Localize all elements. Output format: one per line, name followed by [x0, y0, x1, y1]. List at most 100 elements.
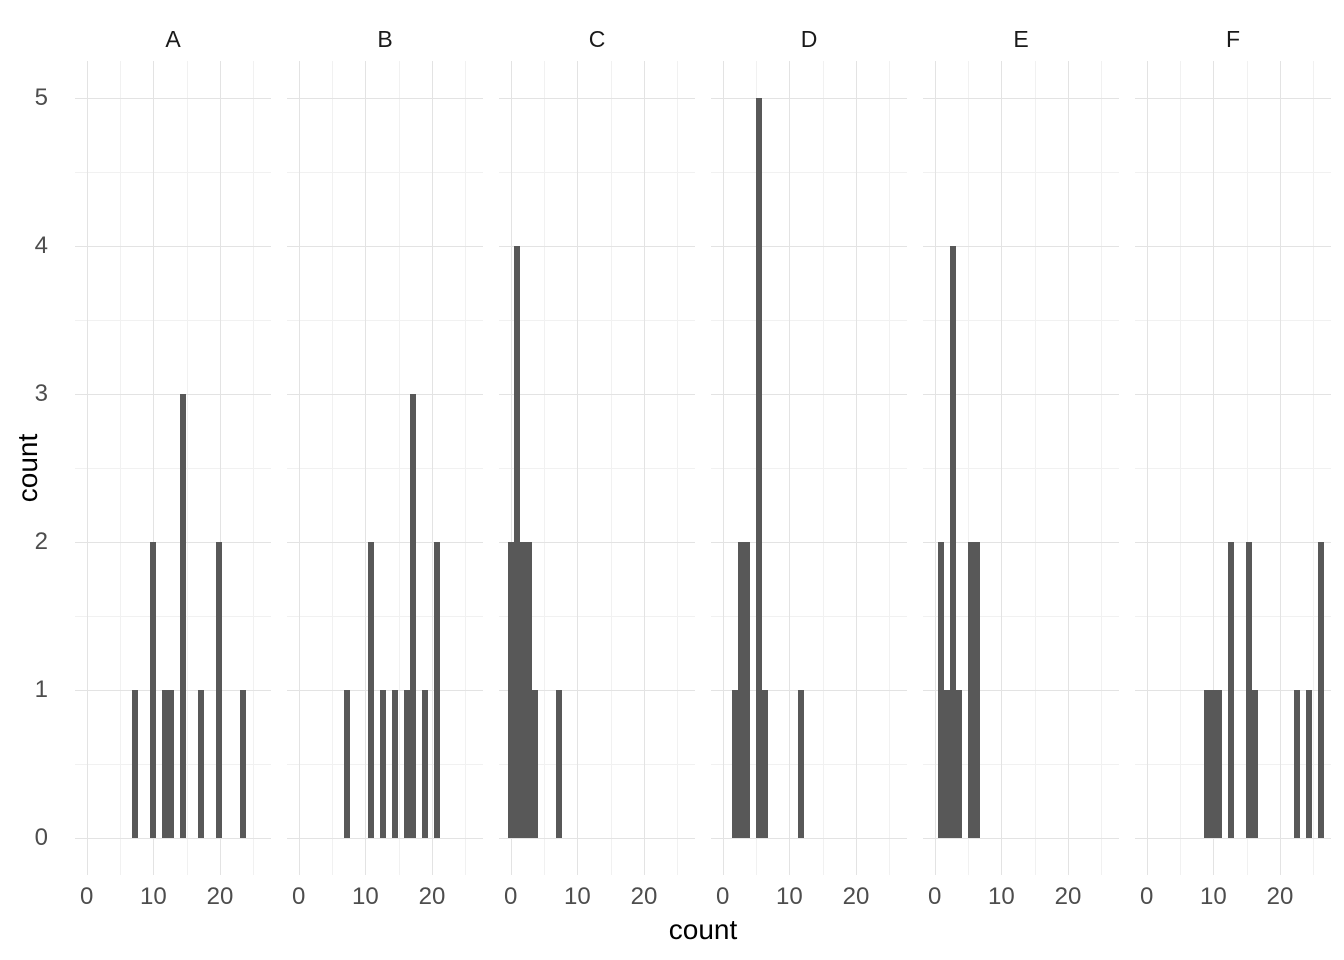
gridline-y-minor: [287, 616, 483, 617]
gridline-y-minor: [499, 320, 695, 321]
histogram-bar: [737, 542, 744, 838]
gridline-y-major: [75, 838, 271, 839]
x-tick-label: 20: [1266, 883, 1294, 910]
gridline-y-major: [711, 690, 907, 691]
gridline-y-major: [711, 394, 907, 395]
gridline-y-minor: [711, 764, 907, 765]
gridline-x-minor: [465, 61, 467, 875]
gridline-y-major: [499, 246, 695, 247]
x-tick-label: 20: [206, 883, 234, 910]
facet-panel: [1135, 61, 1331, 875]
x-tick-label: 0: [79, 883, 94, 910]
histogram-bar: [403, 690, 410, 838]
x-tick-label: 20: [630, 883, 658, 910]
histogram-bar: [743, 542, 750, 838]
gridline-y-major: [923, 542, 1119, 543]
facet-C: C 0 10 20: [499, 18, 695, 921]
x-tick-label: 10: [775, 883, 803, 910]
gridline-x-minor: [253, 61, 255, 875]
histogram-bar: [379, 690, 386, 838]
histogram-bar: [161, 690, 168, 838]
facet-B: B 0 10 20: [287, 18, 483, 921]
gridline-y-major: [499, 838, 695, 839]
gridline-y-minor: [711, 320, 907, 321]
histogram-bar: [131, 690, 138, 838]
gridline-x-minor: [610, 61, 612, 875]
histogram-bar: [1251, 690, 1258, 838]
histogram-bar: [507, 542, 514, 838]
gridline-y-major: [287, 246, 483, 247]
histogram-bar: [755, 98, 762, 838]
histogram-bar: [1209, 690, 1216, 838]
gridline-y-minor: [711, 468, 907, 469]
gridline-y-major: [923, 246, 1119, 247]
x-tick-label: 10: [563, 883, 591, 910]
x-tick-label: 10: [1199, 883, 1227, 910]
gridline-x-major: [1280, 61, 1281, 875]
x-axis-ticks: 0 10 20: [923, 875, 1119, 921]
histogram-bar: [937, 542, 944, 838]
gridline-y-major: [923, 98, 1119, 99]
gridline-y-minor: [923, 616, 1119, 617]
gridline-x-major: [644, 61, 645, 875]
y-tick-label: 0: [34, 824, 48, 851]
gridline-x-major: [510, 61, 512, 875]
gridline-x-minor: [186, 61, 188, 875]
gridline-x-minor: [398, 61, 400, 875]
histogram-bar: [239, 690, 246, 838]
x-axis-ticks: 0 10 20: [499, 875, 695, 921]
gridline-y-major: [923, 394, 1119, 395]
facet-strip-label: E: [1013, 26, 1029, 52]
gridline-x-major: [220, 61, 221, 875]
gridline-x-major: [1146, 61, 1148, 875]
x-axis-ticks: 0 10 20: [287, 875, 483, 921]
histogram-bar: [513, 246, 520, 838]
x-tick-label: 0: [927, 883, 942, 910]
histogram-bar: [731, 690, 738, 838]
histogram-bar: [943, 690, 950, 838]
facet-panel: [287, 61, 483, 875]
x-axis-ticks: 0 10 20: [1135, 875, 1331, 921]
gridline-y-minor: [499, 468, 695, 469]
gridline-y-major: [499, 394, 695, 395]
histogram-bar: [433, 542, 440, 838]
gridline-y-minor: [75, 616, 271, 617]
histogram-bar: [967, 542, 974, 838]
histogram-bar: [973, 542, 980, 838]
histogram-bar: [531, 690, 538, 838]
histogram-bar: [1245, 542, 1252, 838]
histogram-bar: [1203, 690, 1210, 838]
histogram-bar: [519, 542, 526, 838]
facet-strip-label: C: [588, 26, 606, 52]
histogram-bar: [1293, 690, 1300, 838]
gridline-x-major: [934, 61, 936, 875]
gridline-y-minor: [923, 320, 1119, 321]
gridline-x-minor: [1246, 61, 1248, 875]
facet-panel: [923, 61, 1119, 875]
y-axis: 0 1 2 3 4 5: [0, 61, 56, 875]
gridline-y-minor: [75, 468, 271, 469]
gridline-x-major: [1068, 61, 1069, 875]
histogram-bar: [525, 542, 532, 838]
gridline-y-major: [287, 838, 483, 839]
gridline-y-major: [287, 542, 483, 543]
gridline-x-major: [432, 61, 433, 875]
gridline-y-minor: [75, 320, 271, 321]
gridline-y-minor: [75, 172, 271, 173]
facet-D: D 0 10 20: [711, 18, 907, 921]
facet-F: F 0 10 20: [1135, 18, 1331, 921]
gridline-y-major: [923, 690, 1119, 691]
gridline-y-minor: [923, 172, 1119, 173]
histogram-bar: [215, 542, 222, 838]
facet-strip-label: A: [165, 26, 181, 52]
facet-strip-label: B: [377, 26, 393, 52]
gridline-x-major: [722, 61, 724, 875]
gridline-y-major: [711, 246, 907, 247]
x-tick-label: 10: [351, 883, 379, 910]
facet-E: E 0 10 20: [923, 18, 1119, 921]
histogram-bar: [421, 690, 428, 838]
gridline-y-minor: [923, 468, 1119, 469]
y-tick-label: 3: [34, 380, 48, 407]
gridline-y-major: [287, 394, 483, 395]
gridline-y-major: [711, 542, 907, 543]
